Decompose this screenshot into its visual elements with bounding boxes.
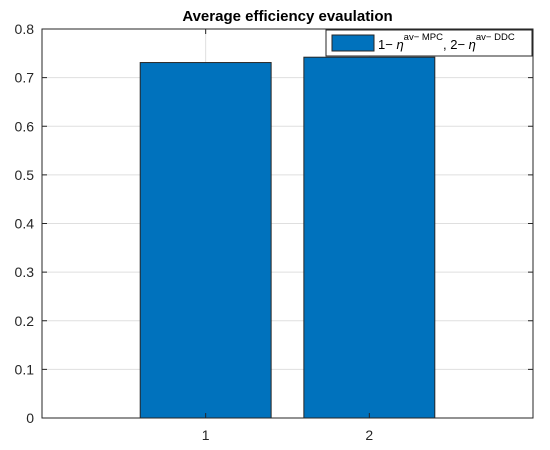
y-tick-label: 0.1	[15, 361, 35, 377]
chart-title: Average efficiency evaulation	[182, 8, 392, 25]
legend-superscript-2: av− DDC	[476, 32, 515, 43]
y-tick-label: 0.2	[15, 313, 35, 329]
legend-superscript-1: av− MPC	[404, 32, 443, 43]
x-tick-label: 1	[202, 427, 210, 443]
legend-label: 1− ηav− MPC, 2− ηav− DDC	[378, 32, 515, 52]
y-tick-label: 0.5	[15, 167, 35, 183]
y-tick-label: 0.7	[15, 70, 35, 86]
bar-2	[303, 56, 436, 419]
y-tick-label: 0	[26, 410, 34, 426]
y-tick-label: 0.3	[15, 264, 35, 280]
y-tick-label: 0.8	[15, 21, 35, 37]
x-tick-label: 2	[365, 427, 373, 443]
legend-eta-1: η	[396, 37, 403, 52]
legend-prefix-1: 1−	[378, 37, 396, 52]
legend-swatch	[331, 34, 375, 52]
bars	[139, 56, 436, 419]
legend: 1− ηav− MPC, 2− ηav− DDC	[325, 29, 533, 57]
ticks: 0 0.1 0.2 0.3 0.4 0.5 0.6 0.7 0.8 1 2	[15, 21, 533, 443]
legend-eta-2: η	[469, 37, 476, 52]
y-tick-label: 0.6	[15, 118, 35, 134]
bar-1	[139, 62, 272, 419]
legend-prefix-2: , 2−	[443, 37, 469, 52]
y-tick-label: 0.4	[15, 216, 35, 232]
